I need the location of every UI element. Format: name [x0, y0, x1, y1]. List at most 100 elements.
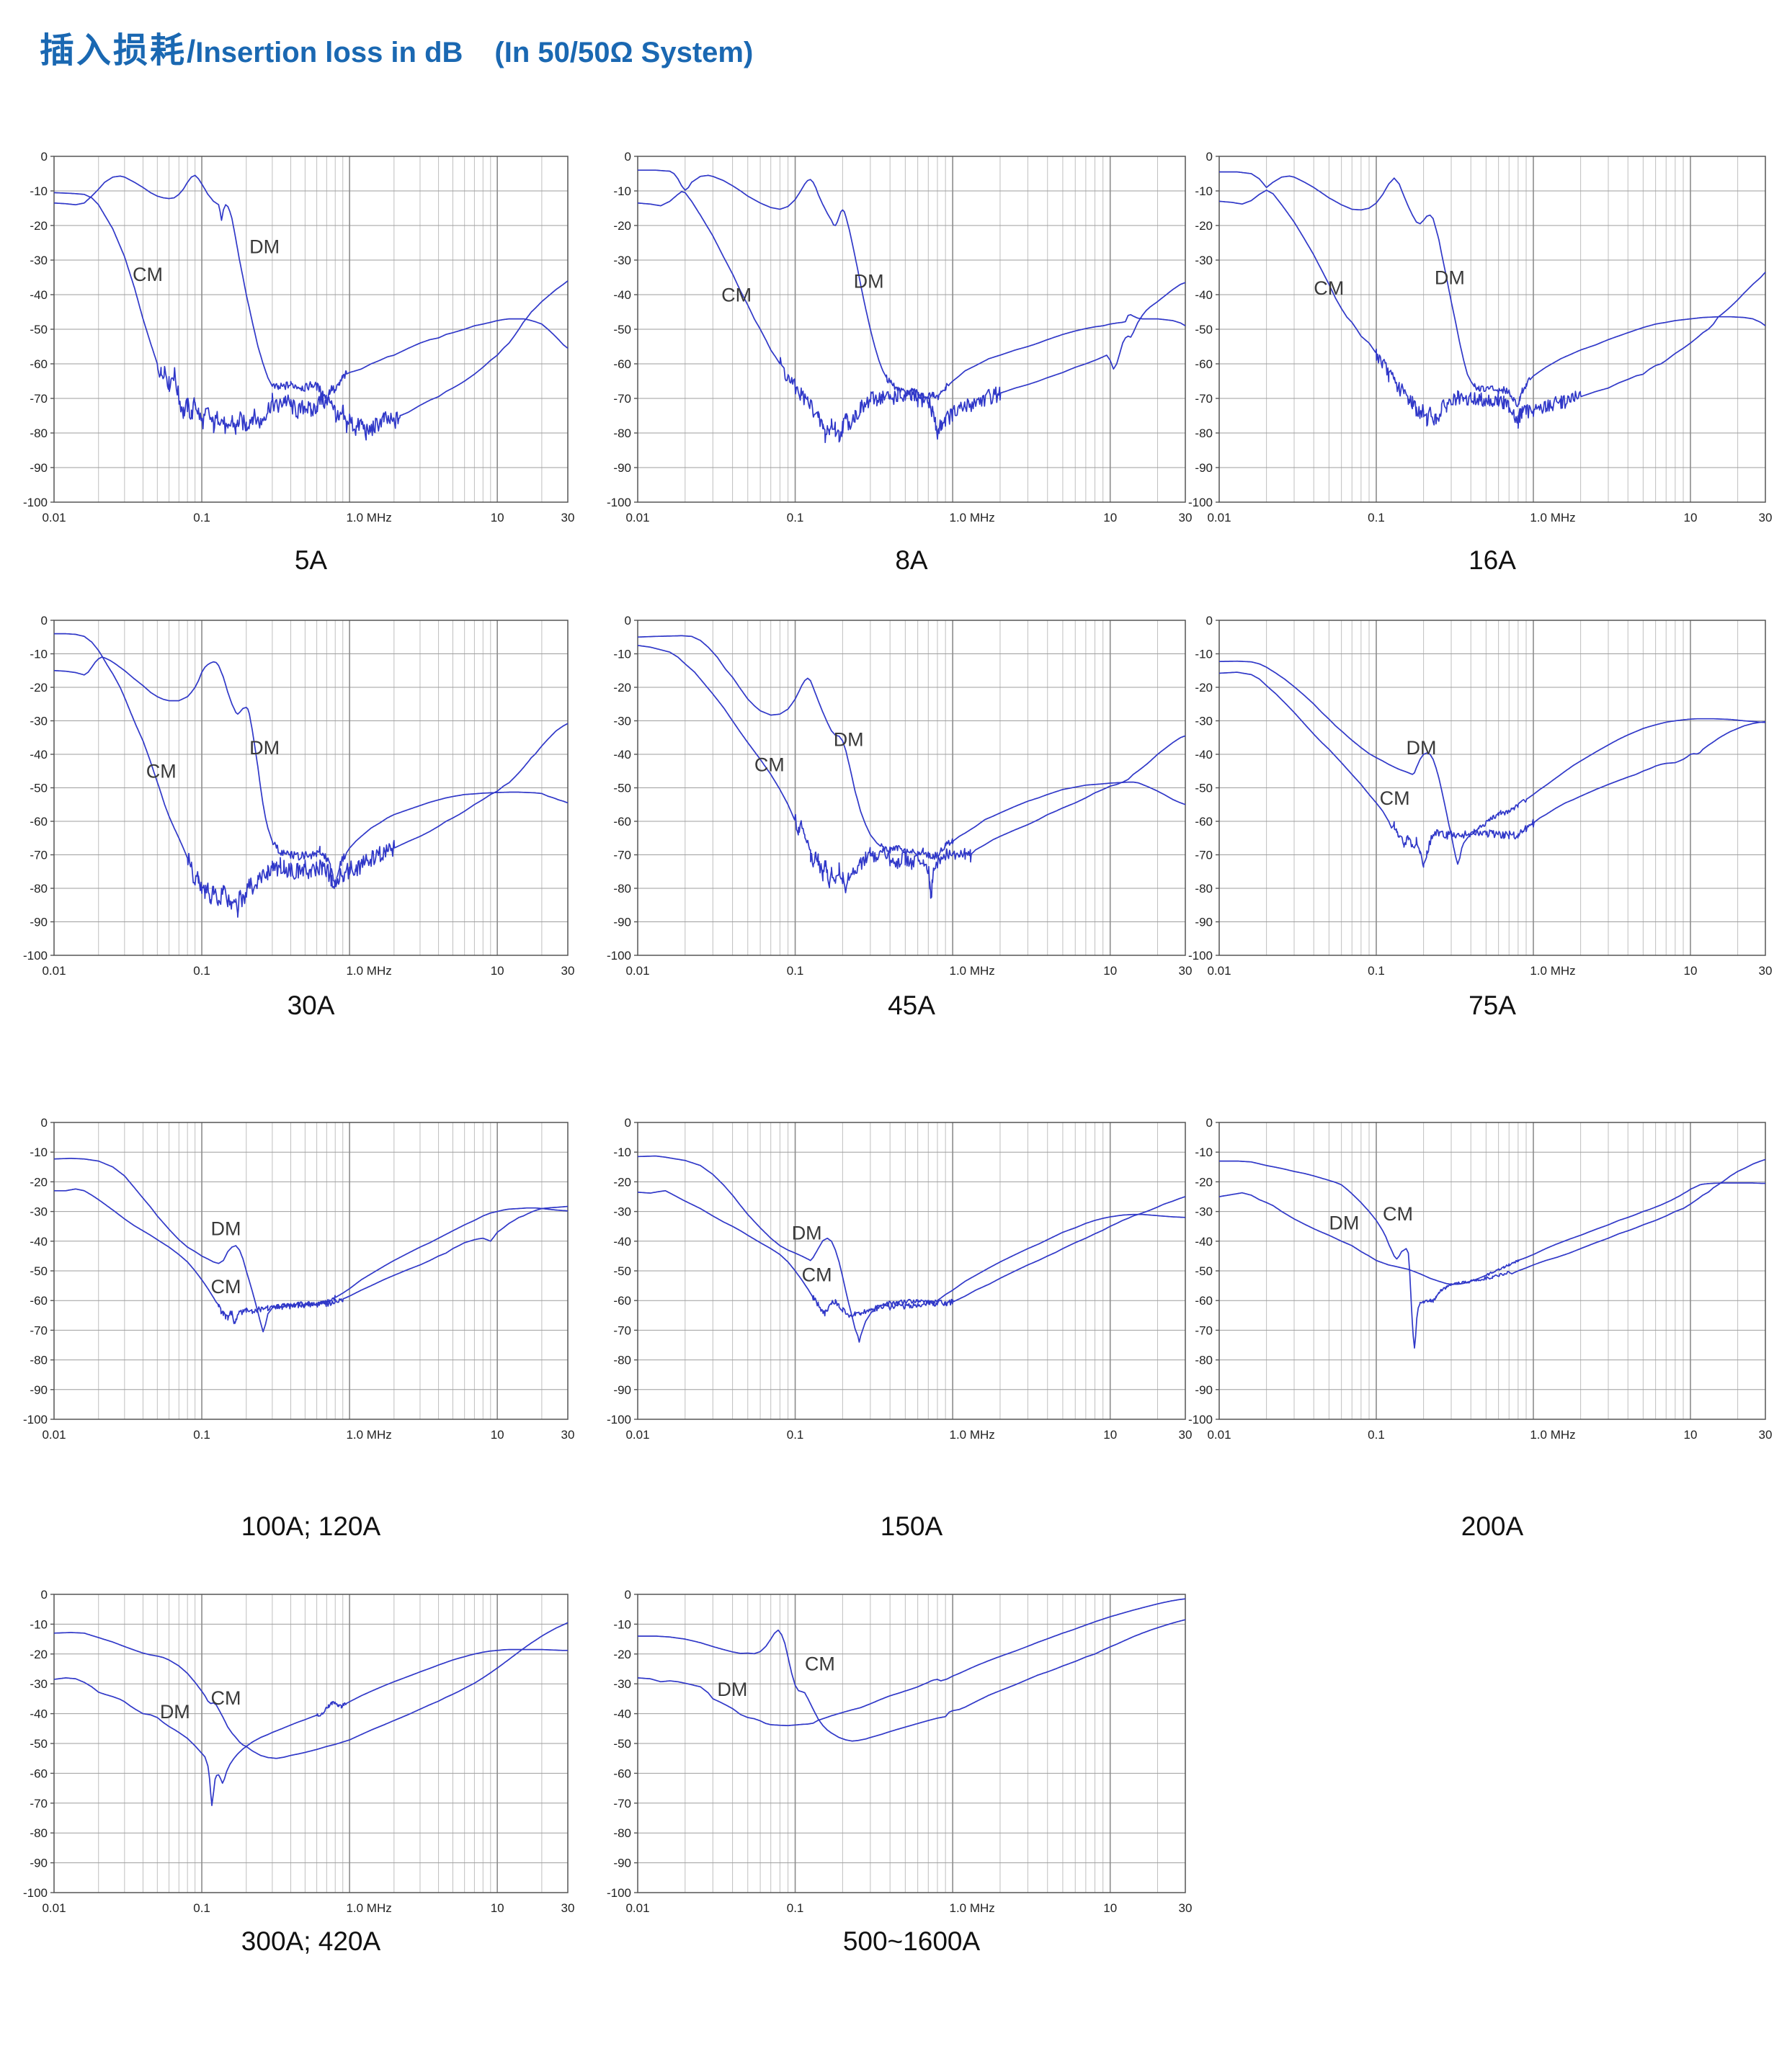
x-tick-label: 10 — [1684, 1428, 1698, 1442]
y-tick-label: -20 — [30, 1175, 48, 1189]
y-tick-label: -20 — [613, 1175, 631, 1189]
y-tick-label: -20 — [30, 1648, 48, 1661]
x-tick-label: 0.01 — [42, 1428, 66, 1442]
cm-series-label: CM — [146, 761, 177, 782]
y-tick-label: -90 — [613, 461, 631, 475]
y-tick-label: 0 — [1206, 614, 1213, 628]
dm-curve — [638, 169, 1186, 401]
chart-5A: 0 -10 -20 -30 -40 -50 -60 -70 -80 -90 -100 0.01 0.1 1… — [23, 150, 574, 575]
y-tick-label: -70 — [30, 392, 48, 406]
dm-series-label: DM — [834, 728, 864, 750]
y-tick-label: -30 — [30, 1205, 48, 1219]
y-tick-label: -50 — [1195, 1264, 1213, 1278]
y-tick-label: -100 — [607, 949, 631, 963]
y-tick-label: -30 — [1195, 254, 1213, 267]
dm-series-label: DM — [717, 1679, 747, 1700]
chart-title: 30A — [288, 991, 335, 1020]
y-tick-label: 0 — [41, 614, 48, 628]
x-tick-label: 0.1 — [193, 511, 210, 524]
x-tick-label: 0.01 — [1207, 1428, 1231, 1442]
dm-series-label: DM — [1435, 267, 1465, 289]
x-tick-label: 30 — [1759, 511, 1773, 524]
cm-curve — [1218, 671, 1766, 868]
y-tick-label: -10 — [613, 1146, 631, 1159]
y-tick-label: -100 — [23, 496, 48, 509]
y-tick-label: 0 — [41, 150, 48, 164]
dm-curve — [54, 656, 569, 888]
y-tick-label: 0 — [41, 1588, 48, 1602]
y-tick-label: -70 — [1195, 849, 1213, 862]
y-tick-label: -60 — [30, 357, 48, 371]
y-tick-label: -20 — [613, 1648, 631, 1661]
y-tick-label: -80 — [1195, 882, 1213, 896]
y-tick-label: -100 — [1188, 949, 1213, 963]
chart-150A: 0 -10 -20 -30 -40 -50 -60 -70 -80 -90 -100 0.01 0.1 1… — [607, 1116, 1192, 1541]
x-tick-label: 0.1 — [1368, 1428, 1385, 1442]
dm-curve — [637, 1598, 1186, 1727]
dm-series-label: DM — [249, 236, 280, 257]
dm-series-label: DM — [1406, 737, 1436, 759]
y-tick-label: -90 — [30, 1857, 48, 1870]
y-tick-label: -80 — [613, 1826, 631, 1840]
y-tick-label: -90 — [30, 916, 48, 929]
y-tick-label: 0 — [41, 1116, 48, 1130]
dm-series-label: DM — [211, 1218, 241, 1240]
x-tick-label: 0.01 — [625, 511, 649, 524]
cm-series-label: CM — [1314, 277, 1344, 299]
x-tick-label: 10 — [491, 964, 504, 978]
x-tick-label: 0.01 — [42, 511, 66, 524]
y-tick-label: -80 — [30, 882, 48, 896]
y-tick-label: 0 — [625, 150, 631, 164]
y-tick-label: -10 — [30, 1617, 48, 1631]
dm-series-label: DM — [1329, 1212, 1359, 1233]
y-tick-label: -90 — [30, 1383, 48, 1397]
chart-title: 75A — [1469, 991, 1516, 1020]
dm-curve — [637, 1155, 1186, 1343]
y-tick-label: -100 — [1188, 1413, 1213, 1426]
dm-curve — [1219, 660, 1766, 865]
y-tick-label: -50 — [30, 1737, 48, 1751]
y-tick-label: -40 — [1195, 1235, 1213, 1249]
x-tick-label: 1.0 MHz — [949, 964, 994, 978]
cm-series-label: CM — [805, 1653, 835, 1675]
y-tick-label: -90 — [1195, 916, 1213, 929]
chart-title: 100A; 120A — [241, 1511, 381, 1541]
x-tick-label: 1.0 MHz — [346, 511, 391, 524]
y-tick-label: -70 — [613, 392, 631, 406]
x-tick-label: 0.01 — [625, 964, 649, 978]
x-tick-label: 10 — [491, 1428, 504, 1442]
y-tick-label: -40 — [613, 1707, 631, 1721]
y-tick-label: 0 — [1206, 1116, 1213, 1130]
y-tick-label: -70 — [30, 849, 48, 862]
x-tick-label: 1.0 MHz — [346, 1901, 391, 1915]
y-tick-label: -30 — [613, 715, 631, 728]
x-tick-label: 30 — [1759, 964, 1773, 978]
y-tick-label: -20 — [1195, 681, 1213, 695]
y-tick-label: -90 — [613, 916, 631, 929]
x-tick-label: 0.1 — [787, 964, 804, 978]
y-tick-label: -50 — [1195, 782, 1213, 795]
y-tick-label: -20 — [613, 681, 631, 695]
x-tick-label: 10 — [1103, 1901, 1117, 1915]
dm-curve — [53, 1648, 569, 1806]
y-tick-label: -20 — [1195, 219, 1213, 233]
x-tick-label: 0.01 — [42, 964, 66, 978]
y-tick-label: -40 — [30, 1707, 48, 1721]
dm-curve — [53, 174, 569, 402]
chart-title: 150A — [881, 1511, 943, 1541]
dm-curve — [637, 635, 1186, 860]
y-tick-label: -80 — [1195, 427, 1213, 440]
x-tick-label: 10 — [1103, 964, 1117, 978]
chart-200A: 0 -10 -20 -30 -40 -50 -60 -70 -80 -90 -100 0.01 0.1 1… — [1188, 1116, 1772, 1541]
y-tick-label: -10 — [1195, 648, 1213, 661]
x-tick-label: 0.01 — [42, 1901, 66, 1915]
y-tick-label: 0 — [1206, 150, 1213, 164]
y-tick-label: -60 — [30, 1767, 48, 1780]
y-tick-label: -90 — [1195, 1383, 1213, 1397]
y-tick-label: -30 — [613, 254, 631, 267]
y-tick-label: -50 — [613, 1737, 631, 1751]
y-tick-label: -80 — [30, 427, 48, 440]
